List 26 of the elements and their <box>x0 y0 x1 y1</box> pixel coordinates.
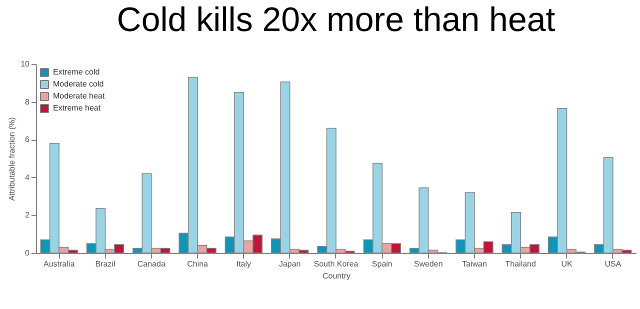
y-tick-label: 4 <box>25 172 30 182</box>
y-tick-label: 0 <box>25 248 30 258</box>
x-tick-label: Sweden <box>414 260 443 268</box>
x-tick-label: South Korea <box>314 260 359 268</box>
x-axis-title: Country <box>322 272 351 280</box>
legend-label: Moderate heat <box>53 92 106 100</box>
y-axis-title: Attributable fraction (%) <box>8 116 17 201</box>
x-tick-label: Brazil <box>95 260 116 268</box>
x-tick-label: Japan <box>278 260 301 268</box>
x-tick-label: Thailand <box>505 260 536 268</box>
x-tick-label: Canada <box>137 260 166 268</box>
y-tick-label: 2 <box>25 210 30 220</box>
legend-label: Extreme cold <box>53 68 100 76</box>
y-tick-label: 6 <box>25 135 30 144</box>
legend-label: Moderate cold <box>53 80 104 88</box>
y-tick-label: 8 <box>25 97 30 106</box>
y-tick-label: 10 <box>20 60 30 68</box>
x-tick-label: USA <box>604 260 622 268</box>
x-tick-label: Italy <box>236 260 252 268</box>
x-tick-label: Spain <box>372 260 392 268</box>
x-tick-label: UK <box>561 260 573 268</box>
legend-label: Extreme heat <box>53 104 102 112</box>
x-tick-label: Australia <box>44 260 76 268</box>
chart-title: Cold kills 20x more than heat <box>116 1 556 39</box>
x-tick-label: China <box>187 260 209 268</box>
x-tick-label: Taiwan <box>462 260 487 268</box>
